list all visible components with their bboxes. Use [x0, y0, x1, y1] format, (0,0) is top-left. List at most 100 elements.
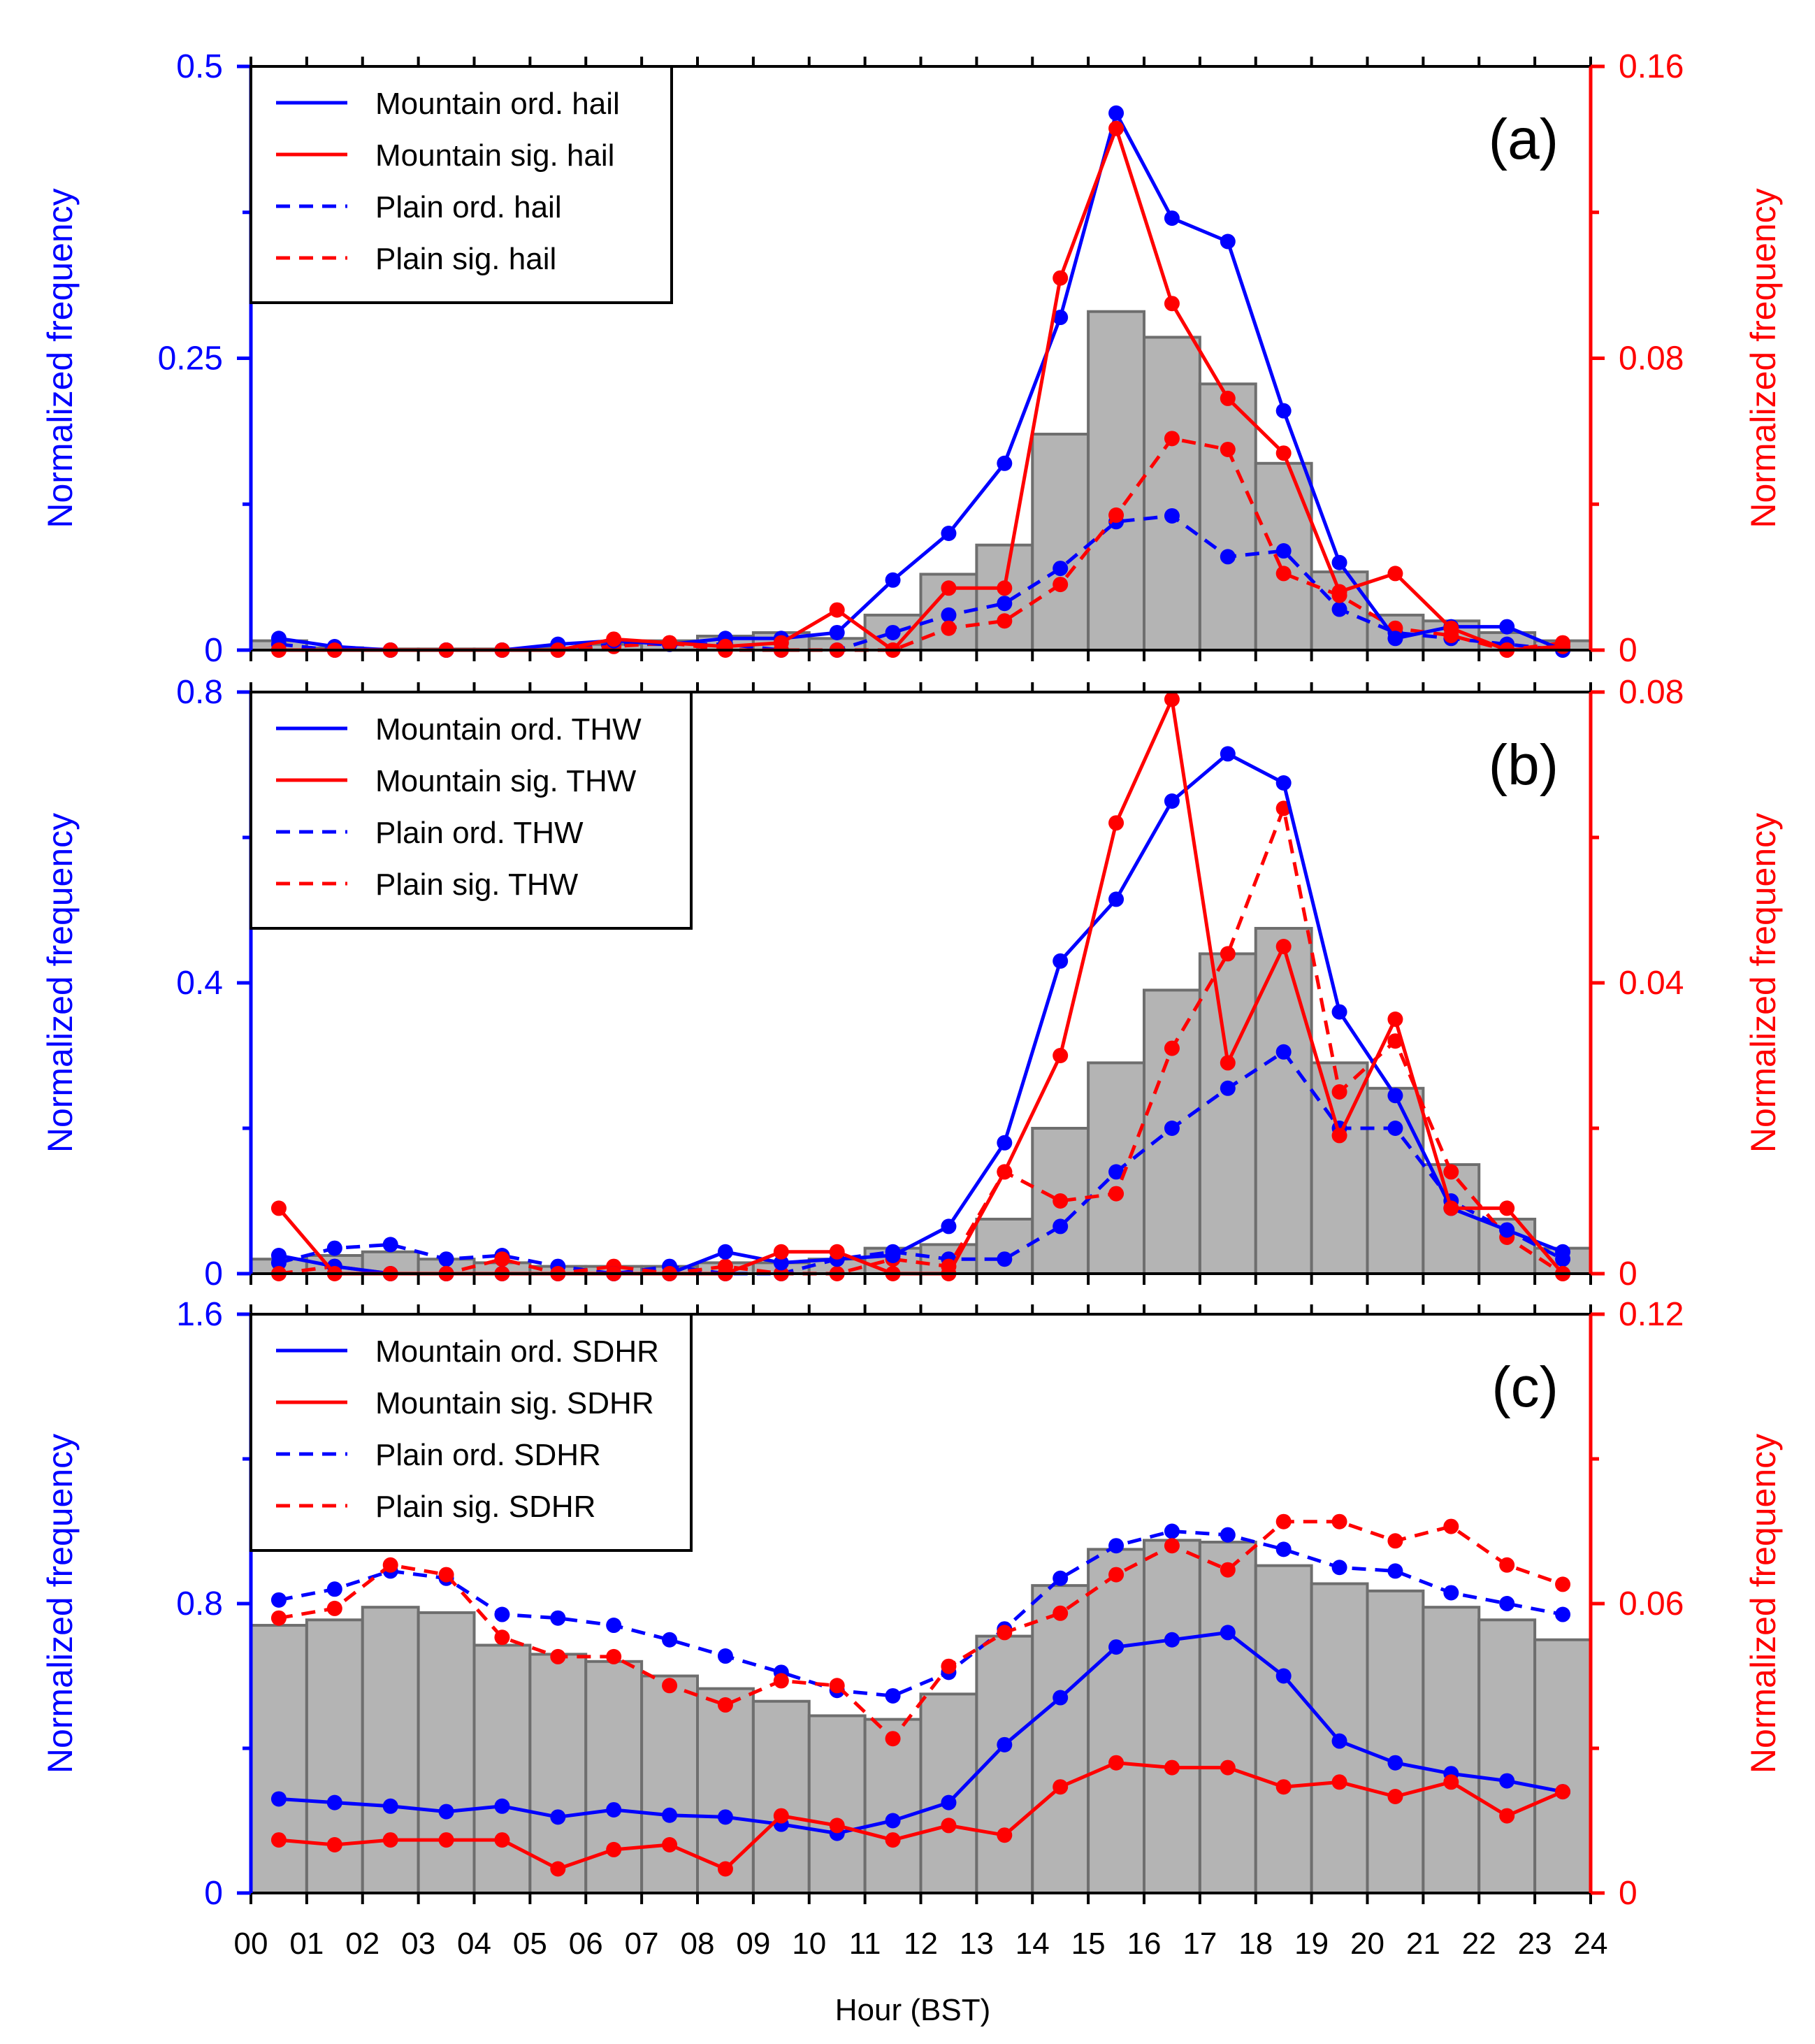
right-tick-label: 0.08: [1619, 340, 1684, 377]
data-point: [326, 1837, 342, 1852]
series-line: [278, 806, 1564, 1276]
x-tick-label: 07: [625, 1927, 659, 1961]
data-point: [829, 1244, 845, 1260]
x-tick-label: 05: [513, 1927, 547, 1961]
data-point: [717, 1809, 733, 1825]
histogram-bar: [1087, 310, 1145, 652]
data-point: [829, 624, 845, 640]
x-tick-label: 04: [457, 1927, 491, 1961]
data-point: [717, 638, 733, 654]
left-axis-title: Normalized frequency: [41, 1434, 80, 1773]
data-point: [1108, 1538, 1125, 1554]
data-point: [1443, 1518, 1459, 1534]
x-tick-label: 20: [1350, 1927, 1384, 1961]
x-axis-title: Hour (BST): [835, 1993, 990, 2027]
data-point: [1499, 619, 1515, 635]
data-point: [326, 1581, 342, 1597]
data-point: [1053, 1605, 1069, 1621]
data-point: [1220, 1055, 1236, 1071]
data-point: [1164, 793, 1180, 809]
x-tick-label: 22: [1462, 1927, 1496, 1961]
x-tick-label: 00: [234, 1927, 268, 1961]
data-point: [662, 635, 678, 651]
histogram-bars: [250, 927, 1592, 1276]
data-point: [1220, 233, 1236, 250]
histogram-bar: [1254, 927, 1313, 1275]
histogram-bar: [751, 1699, 811, 1895]
legend-label: Plain ord. SDHR: [375, 1438, 601, 1472]
data-point: [1053, 270, 1069, 286]
x-tick-label: 09: [736, 1927, 770, 1961]
histogram-bar: [584, 1660, 644, 1895]
data-point: [1053, 1779, 1069, 1795]
left-tick-label: 0.25: [158, 340, 223, 377]
histogram-bar: [1422, 1163, 1481, 1275]
data-point: [1331, 1560, 1347, 1576]
data-point: [885, 624, 901, 640]
data-point: [997, 455, 1013, 471]
data-point: [1275, 775, 1292, 791]
data-point: [1331, 601, 1347, 617]
right-tick-label: 0.06: [1619, 1585, 1684, 1622]
legend-box: [250, 691, 693, 930]
x-ticks: [250, 682, 1592, 1285]
data-point: [1555, 1784, 1571, 1800]
data-point: [1555, 1244, 1571, 1260]
data-point: [1331, 1513, 1347, 1530]
x-tick-label: 15: [1071, 1927, 1106, 1961]
data-point: [1108, 1186, 1125, 1202]
data-point: [1331, 1004, 1347, 1020]
x-tick-label: 08: [681, 1927, 715, 1961]
data-point: [997, 596, 1013, 612]
x-tick-label: 01: [289, 1927, 324, 1961]
legend-box: [250, 65, 673, 304]
data-point: [1164, 691, 1180, 707]
x-tick-label: 12: [904, 1927, 938, 1961]
data-point: [941, 1818, 957, 1834]
histogram-bar: [1143, 1539, 1201, 1894]
data-point: [941, 607, 957, 623]
data-point: [270, 1592, 287, 1608]
data-point: [550, 1861, 566, 1877]
data-point: [1443, 1774, 1459, 1790]
right-tick-label: 0: [1619, 632, 1637, 669]
data-point: [494, 1606, 510, 1622]
data-point: [773, 635, 789, 651]
data-point: [773, 1673, 789, 1689]
data-point: [1555, 1576, 1571, 1592]
data-point: [1499, 1557, 1515, 1573]
data-point: [1555, 638, 1571, 654]
data-point: [997, 1736, 1013, 1752]
histogram-bar: [1031, 433, 1090, 652]
left-tick-label: 0.8: [176, 674, 223, 711]
histogram-bar: [919, 1692, 978, 1894]
data-point: [382, 1237, 398, 1253]
right-tick-label: 0: [1619, 1255, 1637, 1293]
data-point: [1164, 210, 1180, 226]
data-point: [1053, 310, 1069, 326]
left-tick-label: 0.8: [176, 1585, 223, 1622]
x-tick-label: 18: [1238, 1927, 1273, 1961]
data-point: [1053, 953, 1069, 969]
legend-label: Plain sig. THW: [375, 868, 579, 902]
data-point: [270, 1200, 287, 1216]
data-point: [717, 1244, 733, 1260]
histogram-bar: [1366, 1086, 1425, 1276]
series-line: [278, 1630, 1563, 1836]
x-tick-label: 02: [345, 1927, 379, 1961]
data-point: [1275, 1513, 1292, 1530]
data-point: [606, 1648, 622, 1664]
x-tick-label: 16: [1127, 1927, 1162, 1961]
series-plain-sig-sdhr: [270, 1513, 1571, 1747]
histogram-bar: [1143, 336, 1201, 652]
data-point: [1164, 508, 1180, 524]
histogram-bar: [640, 1674, 699, 1894]
data-point: [1164, 1759, 1180, 1776]
data-point: [1164, 1121, 1180, 1136]
histogram-bar: [417, 1611, 476, 1894]
left-tick-label: 0.4: [176, 965, 223, 1002]
left-tick-label: 0.5: [176, 48, 223, 85]
legend: Mountain ord. THW Mountain sig. THW Plain …: [250, 691, 693, 930]
data-point: [1108, 105, 1125, 121]
left-tick-label: 0: [204, 632, 223, 669]
